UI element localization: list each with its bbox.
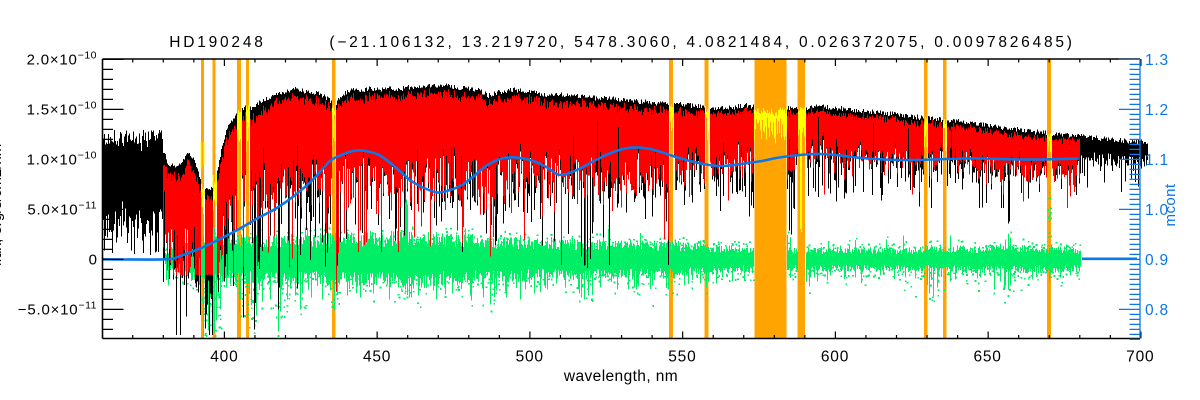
svg-text:650: 650 bbox=[973, 349, 1001, 366]
svg-text:700: 700 bbox=[1126, 349, 1154, 366]
svg-text:flux, erg/s/cm2/nm: flux, erg/s/cm2/nm bbox=[0, 144, 5, 267]
svg-text:−5.0×10−11: −5.0×10−11 bbox=[18, 299, 97, 318]
svg-text:0: 0 bbox=[89, 251, 97, 268]
svg-text:500: 500 bbox=[516, 349, 544, 366]
svg-text:HD190248 (−21.106132,: HD190248 (−21.106132, 13.219720, 5478.30… bbox=[169, 34, 1074, 51]
svg-text:wavelength, nm: wavelength, nm bbox=[563, 368, 678, 385]
svg-text:1.0: 1.0 bbox=[1145, 202, 1169, 219]
svg-text:1.2: 1.2 bbox=[1145, 102, 1169, 119]
svg-text:400: 400 bbox=[210, 349, 238, 366]
svg-text:600: 600 bbox=[821, 349, 849, 366]
svg-text:0.9: 0.9 bbox=[1145, 252, 1169, 269]
svg-text:mcont: mcont bbox=[1162, 183, 1179, 226]
svg-text:450: 450 bbox=[363, 349, 391, 366]
svg-text:0.8: 0.8 bbox=[1145, 302, 1169, 319]
svg-text:1.3: 1.3 bbox=[1145, 52, 1169, 69]
svg-text:1.1: 1.1 bbox=[1145, 152, 1169, 169]
svg-text:550: 550 bbox=[668, 349, 696, 366]
